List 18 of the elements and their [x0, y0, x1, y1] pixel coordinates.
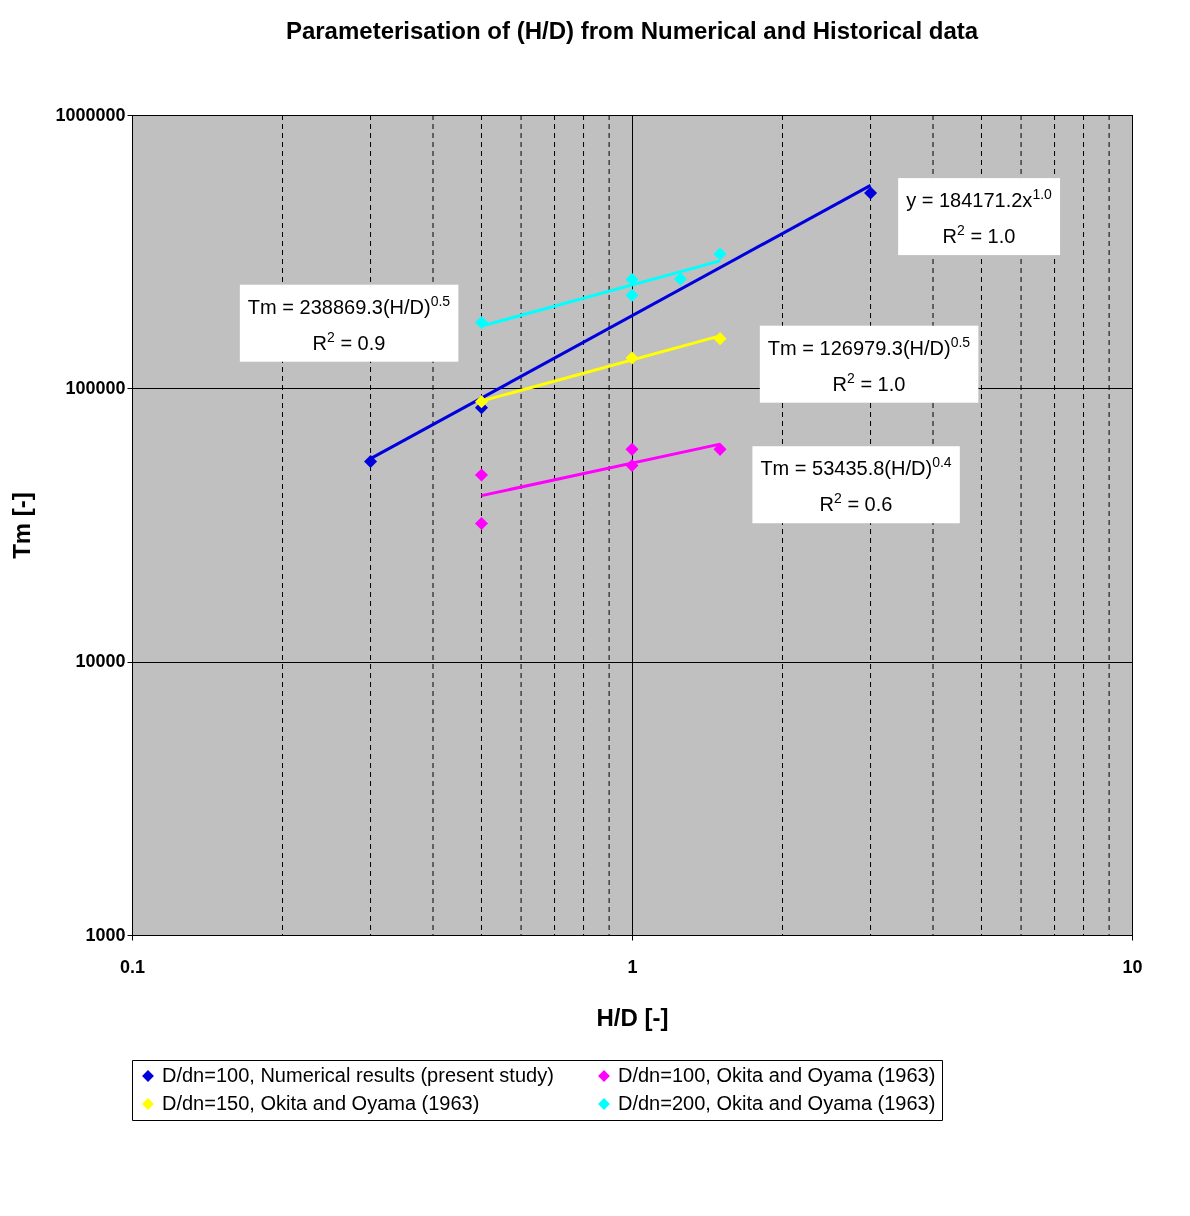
chart-title: Parameterisation of (H/D) from Numerical and Historical data: [285, 17, 979, 44]
y-tick-label: 1000: [85, 924, 126, 945]
legend-label: D/dn=100, Okita and Oyama (1963): [618, 1064, 936, 1086]
x-tick-label: 1: [627, 956, 638, 977]
y-axis-title: Tm [-]: [8, 492, 36, 559]
text: Tm = 238869.3(H/D)$^{0.5}$ R$^{2}$ = 0.9: [247, 292, 451, 354]
y-tick-label: 1000000: [55, 104, 126, 125]
x-tick-label: 10: [1122, 956, 1143, 977]
legend-label: D/dn=100, Numerical results (present study): [162, 1064, 554, 1086]
y-tick-label: 100000: [65, 377, 126, 398]
x-axis-title: H/D [-]: [596, 1003, 669, 1031]
x-tick-label: 0.1: [119, 956, 146, 977]
legend-label: D/dn=200, Okita and Oyama (1963): [618, 1092, 936, 1114]
text: Tm = 53435.8(H/D)$^{0.4}$ R$^{2}$ = 0.6: [760, 454, 952, 516]
text: y = 184171.2x$^{1.0}$ R$^{2}$ = 1.0: [906, 186, 1052, 248]
text: Tm = 126979.3(H/D)$^{0.5}$ R$^{2}$ = 1.0: [767, 333, 971, 395]
legend-label: D/dn=150, Okita and Oyama (1963): [162, 1092, 480, 1114]
y-tick-label: 10000: [75, 651, 126, 672]
